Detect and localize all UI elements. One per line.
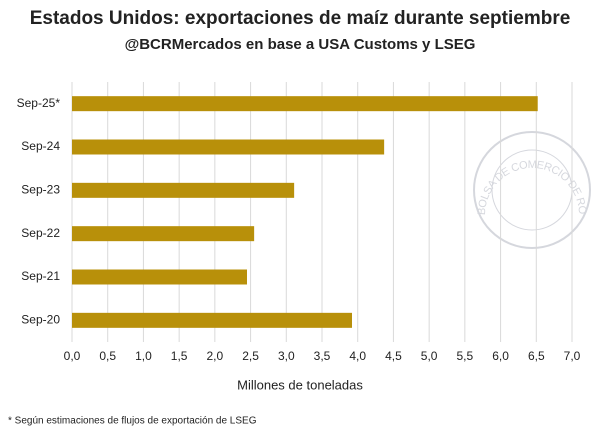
bar — [72, 139, 385, 155]
x-tick-label: 1,0 — [135, 349, 152, 363]
y-tick-label: Sep-25* — [17, 96, 61, 110]
bar — [72, 312, 352, 328]
x-tick-label: 0,0 — [64, 349, 81, 363]
y-tick-label: Sep-23 — [21, 183, 60, 197]
x-tick-label: 2,0 — [207, 349, 224, 363]
x-tick-label: 4,0 — [349, 349, 366, 363]
bar — [72, 182, 295, 198]
x-tick-label: 0,5 — [99, 349, 116, 363]
x-tick-label: 7,0 — [564, 349, 581, 363]
y-tick-label: Sep-20 — [21, 313, 60, 327]
x-tick-label: 2,5 — [242, 349, 259, 363]
footnote: * Según estimaciones de flujos de export… — [8, 416, 257, 427]
y-tick-label: Sep-24 — [21, 139, 60, 153]
chart-title: Estados Unidos: exportaciones de maíz du… — [30, 8, 571, 29]
x-tick-label: 5,0 — [421, 349, 438, 363]
bar — [72, 226, 255, 242]
bar — [72, 269, 247, 285]
y-tick-label: Sep-21 — [21, 269, 60, 283]
x-tick-label: 1,5 — [171, 349, 188, 363]
y-tick-label: Sep-22 — [21, 226, 60, 240]
x-tick-label: 3,5 — [314, 349, 331, 363]
bar — [72, 96, 538, 112]
x-tick-label: 5,5 — [457, 349, 474, 363]
chart-subtitle: @BCRMercados en base a USA Customs y LSE… — [125, 36, 476, 53]
x-axis-label: Millones de toneladas — [237, 377, 363, 392]
x-tick-label: 6,5 — [528, 349, 545, 363]
x-tick-label: 4,5 — [385, 349, 402, 363]
x-tick-label: 6,0 — [492, 349, 509, 363]
x-tick-label: 3,0 — [278, 349, 295, 363]
